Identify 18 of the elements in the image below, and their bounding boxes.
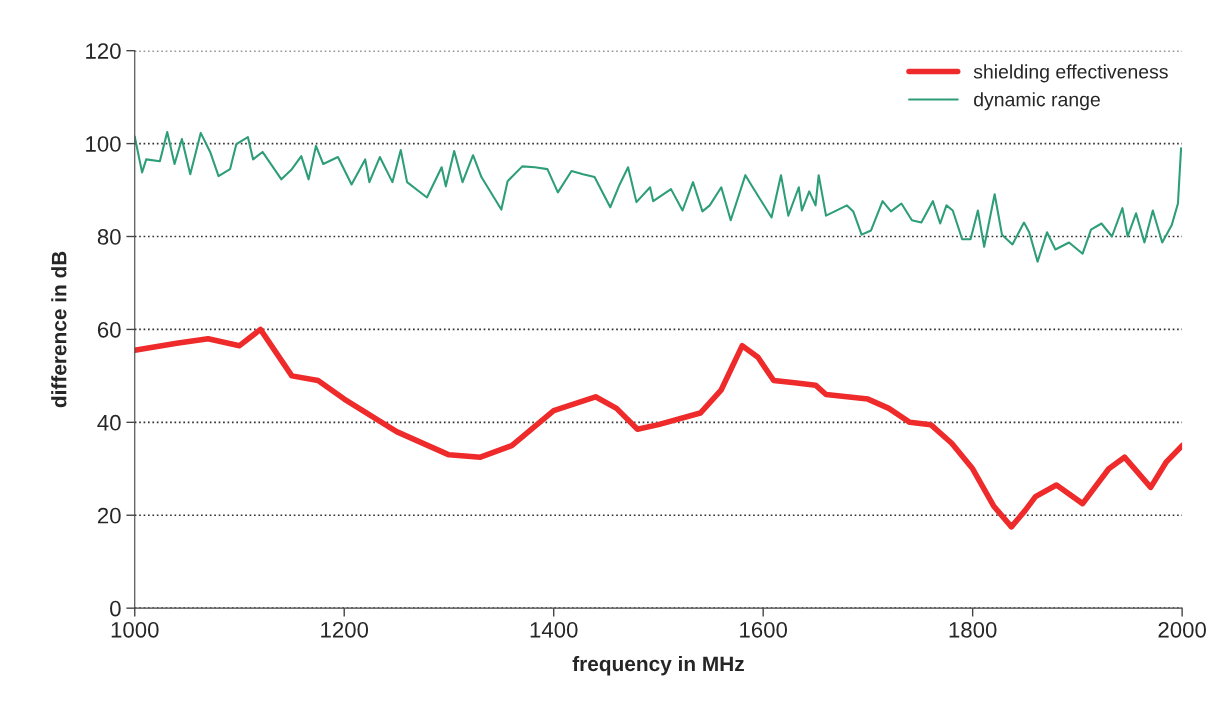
y-tick-label: 40 (97, 414, 121, 431)
x-tick-label: 1200 (321, 621, 369, 638)
x-tick-label: 2000 (1158, 621, 1206, 638)
y-tick-label: 20 (97, 507, 121, 524)
x-axis-title: frequency in MHz (572, 655, 744, 676)
y-tick-label: 0 (110, 600, 121, 617)
y-tick-label: 120 (86, 43, 121, 59)
line-series (134, 130, 1183, 263)
y-tick-label: 100 (86, 136, 121, 152)
y-axis-title: difference in dB (51, 251, 67, 408)
legend-label: dynamic range (974, 92, 1100, 111)
y-tick-label: 80 (97, 229, 121, 245)
y-tick-label: 60 (97, 321, 121, 338)
x-tick-label: 1600 (740, 621, 788, 638)
x-tick-label: 1800 (949, 621, 997, 638)
legend-label: shielding effectiveness (973, 64, 1168, 83)
x-tick-label: 1000 (111, 621, 159, 638)
x-tick-label: 1400 (530, 621, 578, 638)
